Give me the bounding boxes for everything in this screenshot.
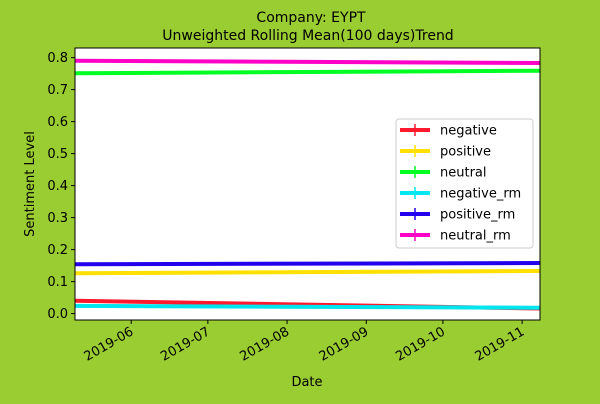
y-tick-label: 0.3 [47, 211, 68, 226]
plot-frame [74, 47, 541, 321]
series-line-positive [74, 269, 541, 276]
legend-box [395, 118, 534, 249]
series-line-neutral [74, 68, 541, 76]
x-tick-label: 2019-07 [158, 324, 213, 364]
x-tick-label: 2019-10 [393, 324, 448, 364]
y-tick-label: 0.0 [47, 307, 68, 322]
series-line-negative_rm [74, 303, 541, 310]
legend-label-neutral_rm: neutral_rm [440, 229, 511, 244]
y-tick-label: 0.4 [47, 179, 68, 194]
y-tick-label: 0.5 [47, 147, 68, 162]
legend-label-neutral: neutral [440, 166, 487, 181]
y-tick-label: 0.6 [47, 115, 68, 130]
chart-title-line2: Unweighted Rolling Mean(100 days)Trend [162, 28, 453, 44]
series-layer [74, 58, 541, 311]
x-axis-label: Date [291, 375, 322, 390]
y-tick-label: 0.7 [47, 83, 68, 98]
legend-label-negative_rm: negative_rm [440, 187, 521, 202]
legend-label-negative: negative [440, 124, 497, 139]
y-axis: 0.0 0.1 0.2 0.3 0.4 0.5 0.6 0.7 0.8 [47, 51, 75, 322]
legend-label-positive_rm: positive_rm [440, 208, 515, 223]
legend: negative positive neutral negative_rmpositi… [395, 118, 534, 249]
y-tick-label: 0.1 [47, 275, 68, 290]
x-axis: 2019-06 2019-07 2019-08 2019-09 2019-10 2019-… [82, 320, 527, 365]
legend-label-positive: positive [440, 145, 491, 160]
x-tick-label: 2019-06 [82, 324, 137, 364]
chart-title-line1: Company: EYPT [256, 10, 366, 26]
x-tick-label: 2019-11 [473, 324, 528, 364]
y-axis-label: Sentiment Level [23, 131, 38, 237]
series-line-positive_rm [74, 261, 541, 267]
x-tick-label: 2019-08 [238, 324, 293, 364]
series-line-neutral_rm [74, 58, 541, 65]
y-tick-label: 0.8 [47, 51, 68, 66]
x-tick-label: 2019-09 [317, 324, 372, 364]
y-tick-label: 0.2 [47, 243, 68, 258]
